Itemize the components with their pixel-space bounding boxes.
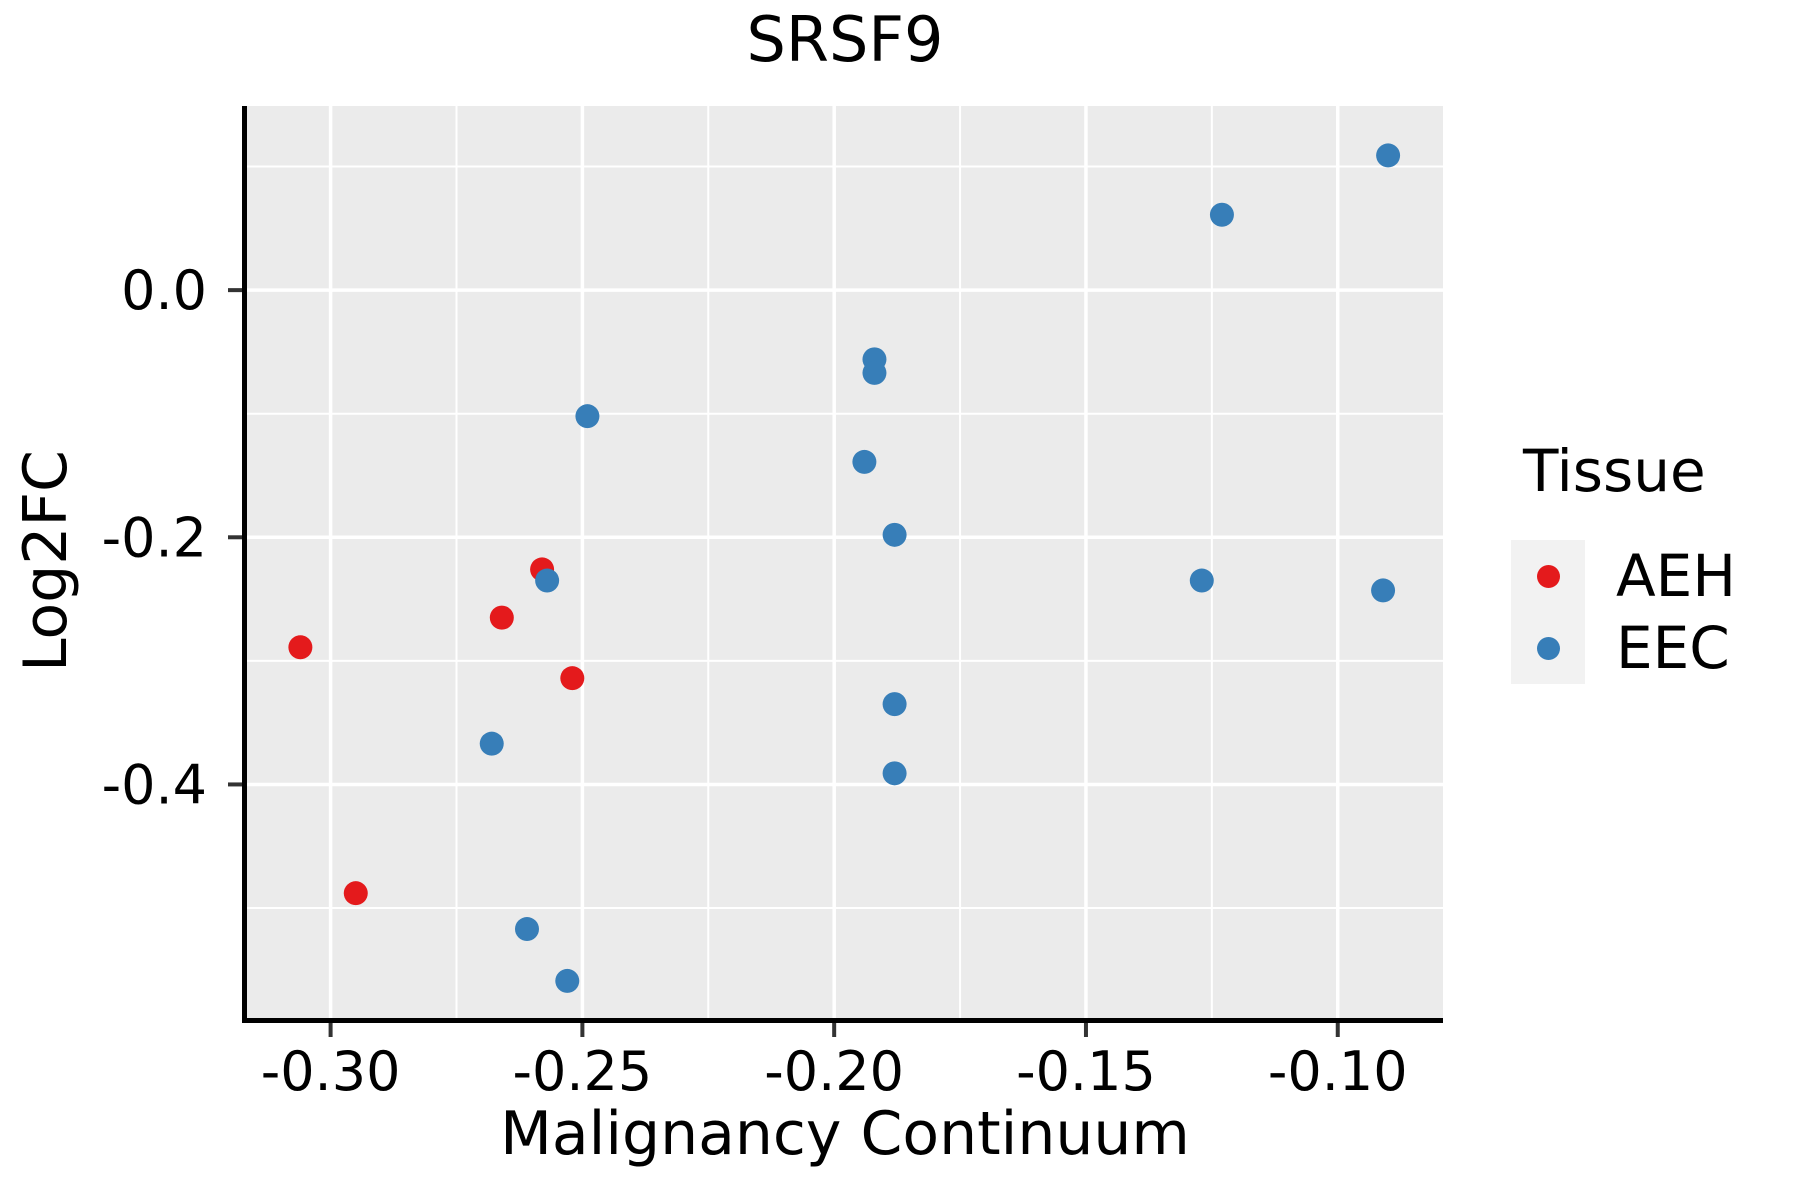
x-tick-label: -0.25 xyxy=(513,1040,653,1103)
aeh-point-marker-icon xyxy=(1536,564,1560,588)
x-tick-label: -0.15 xyxy=(1016,1040,1156,1103)
legend-key-box xyxy=(1511,540,1585,612)
x-axis-title: Malignancy Continuum xyxy=(500,1099,1190,1169)
data-point-aeh xyxy=(288,635,313,660)
data-point-eec xyxy=(1371,578,1396,603)
legend-key-box xyxy=(1511,612,1585,684)
legend-label: AEH xyxy=(1616,542,1736,610)
data-point-eec xyxy=(882,761,907,786)
data-point-eec xyxy=(1189,568,1214,593)
x-tick-mark xyxy=(580,1023,585,1037)
data-point-aeh xyxy=(560,666,585,691)
y-tick-mark xyxy=(228,535,242,540)
data-point-aeh xyxy=(343,881,368,906)
x-tick-label: -0.20 xyxy=(764,1040,904,1103)
legend-title: Tissue xyxy=(1523,437,1706,505)
legend-item-aeh: AEH xyxy=(1511,540,1736,612)
data-point-eec xyxy=(575,404,600,429)
legend-item-eec: EEC xyxy=(1511,612,1736,684)
data-point-eec xyxy=(852,449,877,474)
y-tick-mark xyxy=(228,782,242,787)
y-tick-label: -0.2 xyxy=(102,506,207,569)
data-point-eec xyxy=(479,731,504,756)
y-axis-title: Log2FC xyxy=(11,450,81,672)
data-point-eec xyxy=(1376,143,1401,168)
legend-items: AEH EEC xyxy=(1511,540,1736,684)
y-tick-label: 0.0 xyxy=(121,259,207,322)
x-tick-label: -0.10 xyxy=(1268,1040,1408,1103)
data-point-eec xyxy=(862,360,887,385)
x-tick-label: -0.30 xyxy=(261,1040,401,1103)
panel-background xyxy=(247,106,1443,1018)
x-axis-spine xyxy=(242,1018,1443,1023)
data-point-eec xyxy=(514,917,539,942)
x-tick-mark xyxy=(1335,1023,1340,1037)
data-point-aeh xyxy=(489,605,514,630)
y-tick-label: -0.4 xyxy=(102,753,207,816)
chart-title: SRSF9 xyxy=(746,3,944,76)
x-tick-mark xyxy=(328,1023,333,1037)
data-point-eec xyxy=(882,522,907,547)
y-tick-mark xyxy=(228,288,242,293)
y-axis-spine xyxy=(242,106,247,1023)
data-point-eec xyxy=(555,968,580,993)
legend: Tissue AEH EEC xyxy=(1511,438,1736,684)
data-point-eec xyxy=(1209,202,1234,227)
data-point-eec xyxy=(882,692,907,717)
eec-point-marker-icon xyxy=(1536,636,1560,660)
legend-label: EEC xyxy=(1616,614,1730,682)
data-point-eec xyxy=(535,568,560,593)
x-tick-mark xyxy=(1083,1023,1088,1037)
x-tick-mark xyxy=(832,1023,837,1037)
